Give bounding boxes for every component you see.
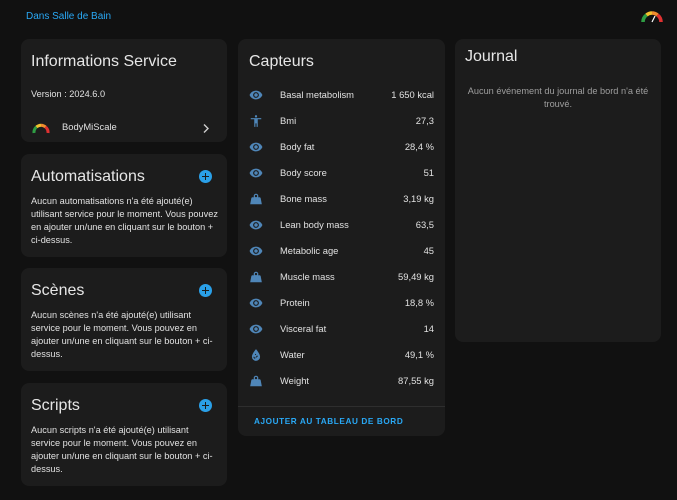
sensor-name: Basal metabolism	[280, 89, 354, 100]
breadcrumb[interactable]: Dans Salle de Bain	[26, 11, 112, 22]
eye-icon	[249, 140, 263, 154]
add-to-dashboard-button[interactable]: AJOUTER AU TABLEAU DE BORD	[254, 417, 404, 426]
scenes-text: Aucun scènes n'a été ajouté(e) utilisant…	[31, 310, 213, 359]
sensor-value: 28,4 %	[404, 141, 434, 152]
sensor-row[interactable]: Protein 18,8 %	[238, 291, 445, 317]
sensor-name: Visceral fat	[280, 323, 327, 334]
sensor-value: 3,19 kg	[403, 193, 434, 204]
sensor-value: 49,1 %	[404, 349, 434, 360]
sensor-name: Bmi	[280, 115, 297, 126]
weight-icon	[249, 192, 263, 206]
scripts-text: Aucun scripts n'a été ajouté(e) utilisan…	[31, 425, 213, 474]
chevron-right-icon	[202, 121, 210, 139]
sensor-row[interactable]: Basal metabolism 1 650 kcal	[238, 83, 445, 109]
info-card: Informations Service Version : 2024.6.0 …	[21, 39, 227, 142]
integration-row[interactable]: BodyMiScale	[21, 117, 227, 137]
info-title: Informations Service	[31, 53, 177, 70]
scripts-title: Scripts	[31, 397, 80, 414]
add-automation-button[interactable]	[199, 170, 212, 183]
weight-icon	[249, 270, 263, 284]
sensor-row[interactable]: Lean body mass 63,5	[238, 213, 445, 239]
sensor-row[interactable]: Visceral fat 14	[238, 317, 445, 343]
sensor-name: Weight	[280, 375, 310, 386]
automations-text: Aucun automatisations n'a été ajouté(e) …	[31, 196, 218, 245]
sensor-value: 45	[423, 245, 434, 256]
sensor-value: 63,5	[415, 219, 434, 230]
sensor-value: 1 650 kcal	[391, 89, 434, 100]
sensor-name: Bone mass	[280, 193, 327, 204]
automations-card: Automatisations Aucun automatisations n'…	[21, 154, 227, 257]
sensor-row[interactable]: Muscle mass 59,49 kg	[238, 265, 445, 291]
sensor-name: Muscle mass	[280, 271, 335, 282]
eye-icon	[249, 166, 263, 180]
add-script-button[interactable]	[199, 399, 212, 412]
journal-card: Journal Aucun événement du journal de bo…	[455, 39, 661, 342]
sensor-name: Protein	[280, 297, 310, 308]
integration-name: BodyMiScale	[62, 121, 117, 132]
sensors-title: Capteurs	[249, 53, 314, 70]
sensors-divider	[238, 406, 445, 407]
add-scene-button[interactable]	[199, 284, 212, 297]
sensor-value: 87,55 kg	[398, 375, 434, 386]
sensor-row[interactable]: Bmi 27,3	[238, 109, 445, 135]
sensor-row[interactable]: Metabolic age 45	[238, 239, 445, 265]
sensor-row[interactable]: Body fat 28,4 %	[238, 135, 445, 161]
eye-icon	[249, 218, 263, 232]
eye-icon	[249, 322, 263, 336]
sensor-value: 27,3	[415, 115, 434, 126]
sensor-row[interactable]: Bone mass 3,19 kg	[238, 187, 445, 213]
sensor-name: Body fat	[280, 141, 315, 152]
sensor-row[interactable]: Body score 51	[238, 161, 445, 187]
scenes-title: Scènes	[31, 282, 85, 299]
top-bar: Dans Salle de Bain	[0, 0, 677, 36]
bodymiscale-logo-icon	[32, 121, 50, 139]
sensor-name: Lean body mass	[280, 219, 349, 230]
water-icon	[249, 348, 263, 362]
automations-title: Automatisations	[31, 168, 145, 185]
eye-icon	[249, 296, 263, 310]
sensor-value: 14	[423, 323, 434, 334]
sensor-name: Metabolic age	[280, 245, 339, 256]
sensor-value: 51	[423, 167, 434, 178]
sensor-value: 59,49 kg	[398, 271, 434, 282]
sensor-row[interactable]: Water 49,1 %	[238, 343, 445, 369]
eye-icon	[249, 88, 263, 102]
journal-empty-text: Aucun événement du journal de bord n'a é…	[467, 86, 649, 109]
sensor-row[interactable]: Weight 87,55 kg	[238, 369, 445, 395]
journal-title: Journal	[465, 48, 518, 65]
sensors-card: Capteurs Basal metabolism 1 650 kcal Bmi 27…	[238, 39, 445, 436]
sensor-name: Water	[280, 349, 305, 360]
version-text: Version : 2024.6.0	[31, 89, 106, 99]
eye-icon	[249, 244, 263, 258]
bodymiscale-logo-icon	[641, 10, 663, 24]
sensor-name: Body score	[280, 167, 327, 178]
scripts-card: Scripts Aucun scripts n'a été ajouté(e) …	[21, 383, 227, 486]
weight-icon	[249, 374, 263, 388]
human-icon	[249, 114, 263, 128]
scenes-card: Scènes Aucun scènes n'a été ajouté(e) ut…	[21, 268, 227, 371]
sensor-value: 18,8 %	[404, 297, 434, 308]
